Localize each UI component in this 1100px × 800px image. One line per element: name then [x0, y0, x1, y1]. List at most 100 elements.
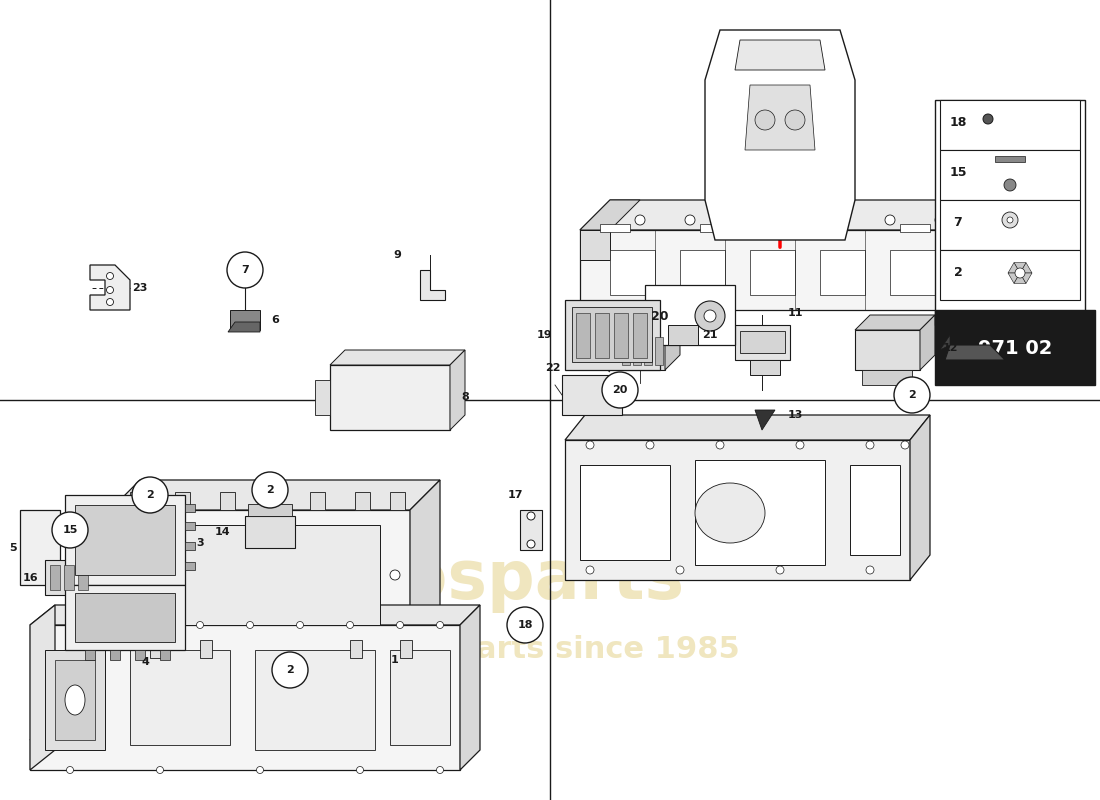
Circle shape [796, 441, 804, 449]
Circle shape [156, 766, 164, 774]
Bar [130, 492, 145, 510]
Bar [185, 522, 195, 530]
Bar [130, 650, 230, 745]
Circle shape [586, 566, 594, 574]
Text: 2: 2 [146, 490, 154, 500]
Text: 18: 18 [949, 115, 967, 129]
Bar [400, 640, 412, 658]
Text: 20: 20 [613, 385, 628, 395]
Bar [310, 492, 324, 510]
Circle shape [1015, 268, 1025, 278]
Bar [668, 325, 698, 345]
Circle shape [197, 622, 204, 629]
Circle shape [602, 372, 638, 408]
Bar [862, 370, 912, 385]
Circle shape [776, 566, 784, 574]
Polygon shape [1020, 273, 1032, 283]
Bar [65, 495, 185, 585]
Text: 2: 2 [286, 665, 294, 675]
Bar [700, 224, 730, 232]
Polygon shape [920, 315, 935, 370]
Text: 23: 23 [132, 283, 147, 293]
Bar [940, 100, 1080, 150]
Bar [740, 331, 785, 353]
Text: 3: 3 [196, 538, 204, 548]
Bar [45, 650, 104, 750]
Text: 18: 18 [517, 620, 532, 630]
Circle shape [704, 310, 716, 322]
Bar [78, 565, 88, 590]
Bar [520, 510, 542, 550]
Bar [600, 224, 630, 232]
Circle shape [107, 617, 113, 623]
Circle shape [716, 441, 724, 449]
Text: 17: 17 [507, 490, 522, 500]
Circle shape [586, 441, 594, 449]
Bar [644, 337, 652, 365]
Circle shape [527, 540, 535, 548]
Text: eurosparts: eurosparts [276, 547, 684, 613]
Text: 13: 13 [788, 410, 803, 420]
Circle shape [107, 273, 113, 279]
Text: 2: 2 [954, 266, 962, 278]
Bar [390, 492, 405, 510]
Bar [680, 250, 725, 295]
Polygon shape [940, 335, 950, 350]
Bar [75, 593, 175, 642]
Polygon shape [705, 30, 855, 240]
Circle shape [246, 622, 253, 629]
Bar [55, 660, 95, 740]
Text: 16: 16 [22, 573, 37, 583]
Bar [565, 300, 660, 370]
Text: 21: 21 [702, 330, 717, 340]
Circle shape [390, 570, 400, 580]
Polygon shape [745, 85, 815, 150]
Circle shape [676, 566, 684, 574]
Circle shape [527, 512, 535, 520]
Circle shape [935, 215, 945, 225]
Text: 1: 1 [392, 655, 399, 665]
Bar [248, 504, 292, 516]
Circle shape [252, 472, 288, 508]
Bar [900, 224, 930, 232]
Circle shape [983, 114, 993, 124]
Text: 22: 22 [546, 363, 561, 373]
Circle shape [107, 552, 113, 558]
Bar [695, 460, 825, 565]
Circle shape [132, 477, 168, 513]
Polygon shape [450, 350, 465, 430]
Circle shape [97, 622, 103, 629]
Bar [610, 250, 654, 295]
Circle shape [866, 566, 874, 574]
Polygon shape [1008, 262, 1020, 273]
Bar [50, 565, 60, 590]
Ellipse shape [695, 483, 764, 543]
Circle shape [835, 215, 845, 225]
Circle shape [785, 215, 795, 225]
Bar [390, 650, 450, 745]
Bar [940, 150, 1080, 200]
Text: 2: 2 [909, 390, 916, 400]
Circle shape [272, 652, 308, 688]
Circle shape [437, 622, 443, 629]
Bar [135, 650, 145, 660]
Circle shape [635, 215, 645, 225]
Circle shape [785, 110, 805, 130]
Bar [65, 585, 185, 650]
Text: 971 02: 971 02 [978, 338, 1053, 358]
Polygon shape [90, 265, 130, 310]
Bar [75, 505, 175, 575]
Circle shape [107, 522, 113, 528]
Circle shape [437, 766, 443, 774]
Text: 2: 2 [266, 485, 274, 495]
Text: 12: 12 [943, 343, 958, 353]
Polygon shape [1014, 262, 1026, 273]
Text: a passion for parts since 1985: a passion for parts since 1985 [221, 635, 739, 665]
Polygon shape [330, 350, 465, 365]
Circle shape [297, 622, 304, 629]
Polygon shape [615, 330, 666, 370]
Bar [595, 313, 609, 358]
Polygon shape [565, 440, 910, 580]
Polygon shape [615, 315, 680, 330]
Polygon shape [110, 480, 440, 510]
